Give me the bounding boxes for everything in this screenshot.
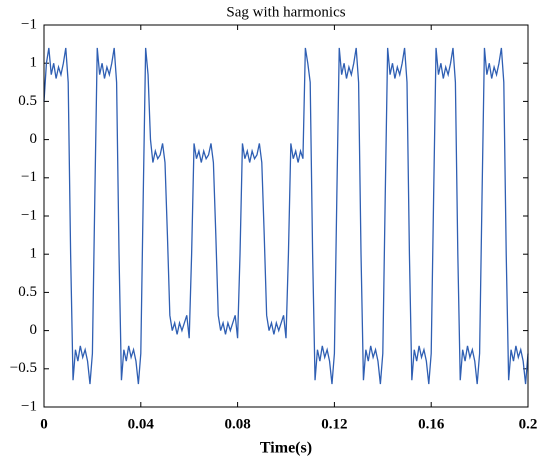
x-tick-label: 0.08 [224,416,250,432]
y-tick-label: 0 [30,131,38,147]
line-series [43,47,529,385]
y-tick-label: 0.5 [18,93,37,109]
y-tick-label: −1 [21,169,37,185]
chart-title: Sag with harmonics [226,4,345,20]
y-tick-label: −0.5 [10,360,37,376]
y-tick-label: 1 [30,55,38,71]
y-tick-label: 0 [30,322,38,338]
x-tick-label: 0.16 [418,416,445,432]
x-axis-label: Time(s) [260,440,312,457]
plot-frame [43,24,529,408]
x-tick-label: 0.04 [128,416,155,432]
x-tick-label: 0.2 [519,416,538,432]
x-tick-label: 0 [40,416,48,432]
y-tick-label: −1 [21,398,37,414]
y-tick-label: −1 [21,207,37,223]
y-tick-label: 0.5 [18,284,37,300]
y-tick-label: 1 [30,246,38,262]
y-tick-label: −1 [21,16,37,32]
x-tick-label: 0.12 [321,416,347,432]
